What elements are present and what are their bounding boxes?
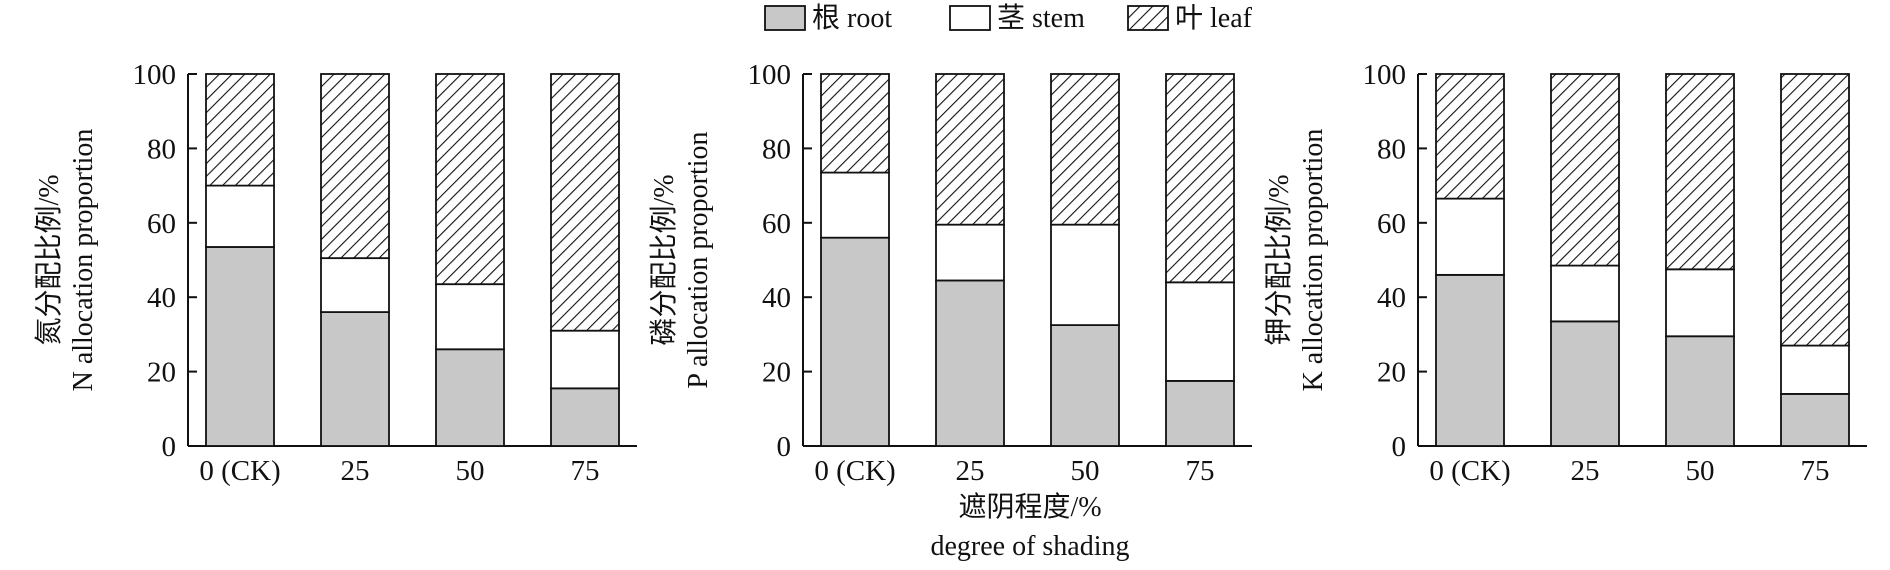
y-tick-label: 60	[1377, 208, 1406, 240]
panel-n-allocation: 0 20 40 60 80 100 氮分配比例/% N allocation proporti…	[33, 59, 637, 487]
bar-segment-leaf	[435, 73, 505, 286]
legend: 根 root 茎 stem 叶 leaf	[764, 2, 1253, 34]
bar-segment-stem	[205, 184, 275, 248]
bar-segment-stem	[1780, 344, 1850, 395]
y-axis-title-cn: 钾分配比例/%	[1263, 174, 1295, 345]
bar-segment-leaf	[550, 73, 620, 332]
bar-segment-stem	[320, 257, 390, 313]
bar-segment-root	[1165, 379, 1235, 447]
y-tick-label: 40	[762, 282, 791, 314]
bar-segment-leaf	[1435, 73, 1505, 200]
bar-segment-root	[320, 311, 390, 447]
bar-segment-leaf	[820, 73, 890, 174]
y-tick-label: 100	[1363, 59, 1407, 91]
bar-segment-leaf	[1550, 73, 1620, 267]
x-tick-label: 0 (CK)	[814, 455, 895, 487]
bar-segment-stem	[550, 329, 620, 390]
bar-segment-root	[820, 236, 890, 447]
x-tick-label: 0 (CK)	[199, 455, 280, 487]
x-tick-label: 50	[456, 455, 485, 487]
y-tick-label: 0	[1392, 431, 1407, 463]
x-axis-label-cn: 遮阴程度/%	[958, 491, 1101, 523]
bar-segment-root	[1435, 273, 1505, 447]
bar-segment-root	[205, 246, 275, 447]
x-tick-label: 0 (CK)	[1429, 455, 1510, 487]
panel-k-allocation: 0 20 40 60 80 100 钾分配比例/% K allocation proporti…	[1263, 59, 1867, 487]
x-tick-label: 75	[571, 455, 600, 487]
x-axis-label-en: degree of shading	[930, 531, 1129, 562]
y-tick-label: 80	[762, 133, 791, 165]
x-tick-label: 25	[341, 455, 370, 487]
legend-swatch-root	[764, 5, 806, 31]
y-tick-label: 80	[147, 133, 176, 165]
y-tick-label: 0	[162, 431, 177, 463]
x-tick-label: 25	[1571, 455, 1600, 487]
bar-segment-stem	[935, 223, 1005, 282]
y-tick-label: 20	[762, 357, 791, 389]
legend-item-stem: 茎 stem	[949, 2, 1085, 34]
y-axis-title-cn: 磷分配比例/%	[648, 174, 680, 345]
bar-segment-root	[1550, 320, 1620, 447]
bar-segment-stem	[1050, 223, 1120, 327]
bar-segment-stem	[1665, 268, 1735, 338]
x-tick-label: 50	[1071, 455, 1100, 487]
legend-swatch-stem	[949, 5, 991, 31]
bar-segment-root	[435, 348, 505, 447]
y-tick-label: 60	[147, 208, 176, 240]
y-tick-label: 100	[133, 59, 177, 91]
bar-segment-leaf	[320, 73, 390, 260]
y-tick-label: 80	[1377, 133, 1406, 165]
legend-label-stem: 茎 stem	[997, 2, 1085, 34]
legend-item-root: 根 root	[764, 2, 892, 34]
x-tick-label: 75	[1186, 455, 1215, 487]
bar-segment-leaf	[935, 73, 1005, 226]
bar-segment-stem	[1550, 264, 1620, 323]
panel-p-allocation: 0 20 40 60 80 100 磷分配比例/% P allocation proporti…	[648, 59, 1252, 487]
legend-swatch-leaf	[1127, 5, 1169, 31]
y-tick-label: 40	[1377, 282, 1406, 314]
bar-segment-leaf	[1050, 73, 1120, 226]
y-axis-title-en: N allocation proportion	[68, 129, 99, 392]
bar-segment-leaf	[1665, 73, 1735, 271]
bar-segment-stem	[435, 283, 505, 351]
bar-segment-leaf	[1165, 73, 1235, 284]
bar-segment-leaf	[205, 73, 275, 187]
bar-segment-root	[1780, 393, 1850, 447]
legend-label-root: 根 root	[812, 2, 892, 34]
bar-segment-root	[1050, 324, 1120, 447]
x-tick-label: 25	[956, 455, 985, 487]
y-tick-label: 20	[1377, 357, 1406, 389]
y-tick-label: 60	[762, 208, 791, 240]
bar-segment-root	[1665, 335, 1735, 447]
y-axis-title-en: P allocation proportion	[683, 131, 714, 388]
bar-segment-stem	[1435, 197, 1505, 276]
bar-segment-stem	[820, 171, 890, 239]
y-tick-label: 100	[748, 59, 792, 91]
y-axis-title-cn: 氮分配比例/%	[33, 174, 65, 345]
x-tick-label: 75	[1801, 455, 1830, 487]
bar-segment-root	[935, 279, 1005, 447]
y-tick-label: 20	[147, 357, 176, 389]
bar-segment-root	[550, 387, 620, 447]
y-tick-label: 0	[777, 431, 792, 463]
legend-item-leaf: 叶 leaf	[1127, 3, 1253, 34]
y-tick-label: 40	[147, 282, 176, 314]
x-tick-label: 50	[1686, 455, 1715, 487]
bar-segment-leaf	[1780, 73, 1850, 347]
legend-label-leaf: 叶 leaf	[1175, 3, 1253, 34]
bar-segment-stem	[1165, 281, 1235, 382]
y-axis-title-en: K allocation proportion	[1298, 129, 1329, 392]
